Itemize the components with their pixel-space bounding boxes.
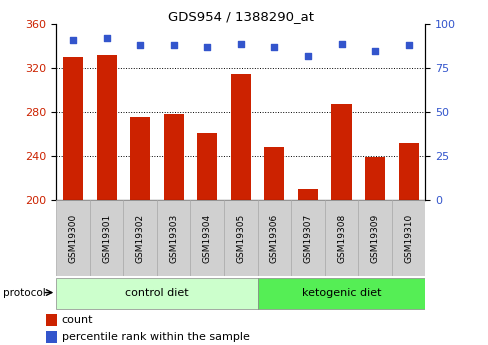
Point [169, 42, 177, 48]
Bar [257, 278, 425, 309]
Bar [264, 147, 284, 200]
Point [203, 44, 211, 50]
Text: GSM19307: GSM19307 [303, 214, 312, 263]
Point [404, 42, 412, 48]
Point [102, 36, 110, 41]
Text: GSM19301: GSM19301 [102, 214, 111, 263]
Point [69, 37, 77, 43]
Bar [63, 57, 83, 200]
Bar [157, 200, 190, 276]
Bar [257, 200, 290, 276]
Text: control diet: control diet [125, 288, 188, 297]
Bar [56, 278, 257, 309]
Bar [324, 200, 358, 276]
Bar [398, 143, 418, 200]
Text: GSM19303: GSM19303 [169, 214, 178, 263]
Bar [46, 331, 58, 343]
Text: GSM19306: GSM19306 [269, 214, 278, 263]
Bar [197, 133, 217, 200]
Text: GSM19309: GSM19309 [370, 214, 379, 263]
Text: GSM19305: GSM19305 [236, 214, 245, 263]
Bar [297, 189, 317, 200]
Bar [230, 73, 250, 200]
Text: count: count [61, 315, 93, 325]
Text: GSM19302: GSM19302 [135, 214, 144, 263]
Bar [96, 55, 117, 200]
Bar [90, 200, 123, 276]
Text: protocol: protocol [3, 288, 45, 297]
Bar [46, 314, 58, 326]
Bar [331, 105, 351, 200]
Text: ketogenic diet: ketogenic diet [301, 288, 381, 297]
Point [337, 41, 345, 46]
Bar [130, 117, 150, 200]
Text: GSM19300: GSM19300 [68, 214, 78, 263]
Point [236, 41, 244, 46]
Bar [56, 200, 90, 276]
Bar [391, 200, 425, 276]
Text: GSM19304: GSM19304 [203, 214, 211, 263]
Bar [290, 200, 324, 276]
Bar [224, 200, 257, 276]
Text: GSM19308: GSM19308 [336, 214, 346, 263]
Bar [123, 200, 157, 276]
Point [370, 48, 378, 53]
Point [304, 53, 311, 59]
Bar [190, 200, 224, 276]
Text: GSM19310: GSM19310 [403, 214, 412, 263]
Point [270, 44, 278, 50]
Bar [358, 200, 391, 276]
Title: GDS954 / 1388290_at: GDS954 / 1388290_at [167, 10, 313, 23]
Bar [163, 114, 183, 200]
Text: percentile rank within the sample: percentile rank within the sample [61, 332, 249, 342]
Point [136, 42, 144, 48]
Bar [364, 157, 385, 200]
